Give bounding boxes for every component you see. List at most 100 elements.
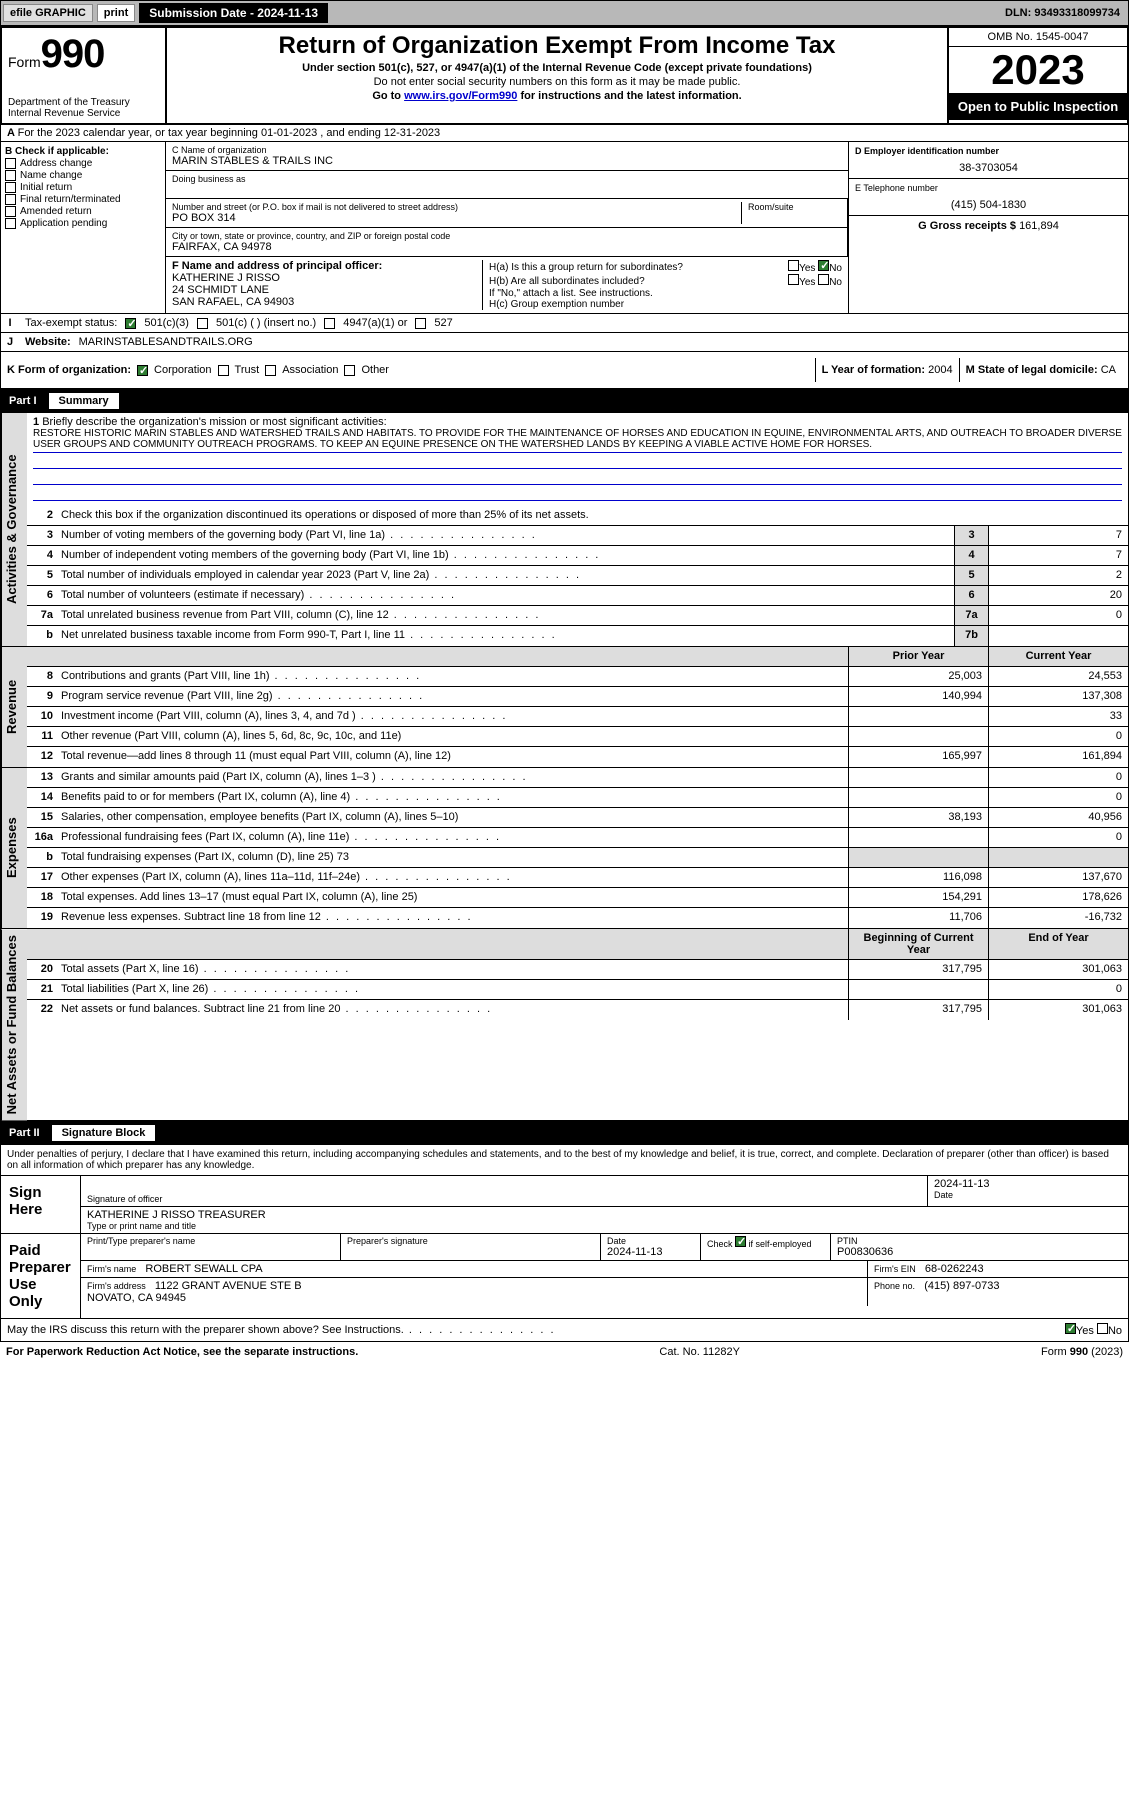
h-b-subordinates: H(b) Are all subordinates included?Yes N… <box>489 274 842 288</box>
vert-net-assets: Net Assets or Fund Balances <box>1 929 27 1120</box>
prep-date-label: Date <box>607 1236 694 1246</box>
city-label: City or town, state or province, country… <box>172 231 841 241</box>
hb-no[interactable] <box>818 274 829 285</box>
revenue-section: Revenue Prior YearCurrent Year 8Contribu… <box>0 647 1129 768</box>
discuss-yes[interactable] <box>1065 1323 1076 1334</box>
k-label: K Form of organization: <box>7 364 131 376</box>
chk-association[interactable] <box>265 365 276 376</box>
line-22-curr: 301,063 <box>988 1000 1128 1020</box>
line-5-desc: Total number of individuals employed in … <box>57 566 954 585</box>
line-3-desc: Number of voting members of the governin… <box>57 526 954 545</box>
line-12-desc: Total revenue—add lines 8 through 11 (mu… <box>57 747 848 767</box>
chk-501c3[interactable] <box>125 318 136 329</box>
line-18-curr: 178,626 <box>988 888 1128 907</box>
type-print-label: Type or print name and title <box>87 1221 1122 1231</box>
part-2-header: Part II Signature Block <box>0 1121 1129 1145</box>
l-label: L Year of formation: <box>822 364 926 376</box>
line-9-desc: Program service revenue (Part VIII, line… <box>57 687 848 706</box>
sign-date: 2024-11-13 <box>934 1178 1122 1190</box>
firm-ein: 68-0262243 <box>925 1263 984 1275</box>
line-6-desc: Total number of volunteers (estimate if … <box>57 586 954 605</box>
vert-revenue: Revenue <box>1 647 27 767</box>
line-16a-desc: Professional fundraising fees (Part IX, … <box>57 828 848 847</box>
ha-no[interactable] <box>818 260 829 271</box>
officer-label: F Name and address of principal officer: <box>172 260 482 272</box>
open-public-badge: Open to Public Inspection <box>949 93 1127 120</box>
submission-date: Submission Date - 2024-11-13 <box>139 3 328 23</box>
line-18-desc: Total expenses. Add lines 13–17 (must eq… <box>57 888 848 907</box>
line-13-prior <box>848 768 988 787</box>
line-19-prior: 11,706 <box>848 908 988 928</box>
line-7b-val <box>988 626 1128 646</box>
row-a-tax-year: A For the 2023 calendar year, or tax yea… <box>0 125 1129 142</box>
print-button[interactable]: print <box>97 4 135 22</box>
chk-self-employed[interactable] <box>735 1236 746 1247</box>
ha-yes[interactable] <box>788 260 799 271</box>
sign-here-section: Sign Here Signature of officer 2024-11-1… <box>0 1176 1129 1234</box>
part-1-header: Part I Summary <box>0 389 1129 413</box>
year-formation: 2004 <box>928 364 952 376</box>
org-name: MARIN STABLES & TRAILS INC <box>172 155 842 167</box>
tax-status-label: Tax-exempt status: <box>25 317 117 329</box>
chk-4947[interactable] <box>324 318 335 329</box>
chk-trust[interactable] <box>218 365 229 376</box>
row-i-tax-status: I Tax-exempt status: 501(c)(3) 501(c) ( … <box>0 314 1129 333</box>
chk-corporation[interactable] <box>137 365 148 376</box>
line-21-desc: Total liabilities (Part X, line 26) <box>57 980 848 999</box>
checkbox-pending[interactable] <box>5 218 16 229</box>
line-16a-curr: 0 <box>988 828 1128 847</box>
goto-instructions: Go to www.irs.gov/Form990 for instructio… <box>372 90 741 102</box>
h-b-note: If "No," attach a list. See instructions… <box>489 288 842 299</box>
ptin-label: PTIN <box>837 1236 1122 1246</box>
self-employed-label: Check if self-employed <box>707 1236 824 1249</box>
cat-number: Cat. No. 11282Y <box>659 1346 740 1358</box>
line-13-curr: 0 <box>988 768 1128 787</box>
checkbox-address-change[interactable] <box>5 158 16 169</box>
room-label: Room/suite <box>741 202 841 224</box>
line-8-curr: 24,553 <box>988 667 1128 686</box>
line-18-prior: 154,291 <box>848 888 988 907</box>
efile-button[interactable]: efile GRAPHIC <box>3 4 93 22</box>
chk-527[interactable] <box>415 318 426 329</box>
form-ref: Form 990 (2023) <box>1041 1346 1123 1358</box>
line-22-desc: Net assets or fund balances. Subtract li… <box>57 1000 848 1020</box>
line-19-curr: -16,732 <box>988 908 1128 928</box>
line-11-desc: Other revenue (Part VIII, column (A), li… <box>57 727 848 746</box>
org-name-label: C Name of organization <box>172 145 842 155</box>
net-assets-section: Net Assets or Fund Balances Beginning of… <box>0 929 1129 1121</box>
line-8-prior: 25,003 <box>848 667 988 686</box>
line-6-val: 20 <box>988 586 1128 605</box>
gross-label: G Gross receipts $ <box>918 220 1016 232</box>
ein-label: D Employer identification number <box>855 146 1122 156</box>
line-10-curr: 33 <box>988 707 1128 726</box>
mission-text: RESTORE HISTORIC MARIN STABLES AND WATER… <box>33 428 1122 453</box>
checkbox-name-change[interactable] <box>5 170 16 181</box>
paid-preparer-section: Paid Preparer Use Only Print/Type prepar… <box>0 1234 1129 1319</box>
hdr-begin: Beginning of Current Year <box>848 929 988 959</box>
line-21-curr: 0 <box>988 980 1128 999</box>
line-13-desc: Grants and similar amounts paid (Part IX… <box>57 768 848 787</box>
checkbox-amended[interactable] <box>5 206 16 217</box>
vert-governance: Activities & Governance <box>1 413 27 646</box>
line-22-prior: 317,795 <box>848 1000 988 1020</box>
city-value: FAIRFAX, CA 94978 <box>172 241 841 253</box>
department-label: Department of the Treasury Internal Reve… <box>8 97 159 119</box>
line-15-curr: 40,956 <box>988 808 1128 827</box>
irs-link[interactable]: www.irs.gov/Form990 <box>404 90 517 102</box>
checkbox-initial-return[interactable] <box>5 182 16 193</box>
chk-other[interactable] <box>344 365 355 376</box>
line-3-val: 7 <box>988 526 1128 545</box>
line-9-prior: 140,994 <box>848 687 988 706</box>
expenses-section: Expenses 13Grants and similar amounts pa… <box>0 768 1129 929</box>
checkbox-final-return[interactable] <box>5 194 16 205</box>
form-title: Return of Organization Exempt From Incom… <box>279 32 836 60</box>
line-12-curr: 161,894 <box>988 747 1128 767</box>
discuss-no[interactable] <box>1097 1323 1108 1334</box>
ein-value: 38-3703054 <box>855 156 1122 174</box>
form-subtitle-2: Do not enter social security numbers on … <box>374 76 741 88</box>
chk-501c[interactable] <box>197 318 208 329</box>
line-7a-desc: Total unrelated business revenue from Pa… <box>57 606 954 625</box>
line-19-desc: Revenue less expenses. Subtract line 18 … <box>57 908 848 928</box>
hb-yes[interactable] <box>788 274 799 285</box>
line-12-prior: 165,997 <box>848 747 988 767</box>
